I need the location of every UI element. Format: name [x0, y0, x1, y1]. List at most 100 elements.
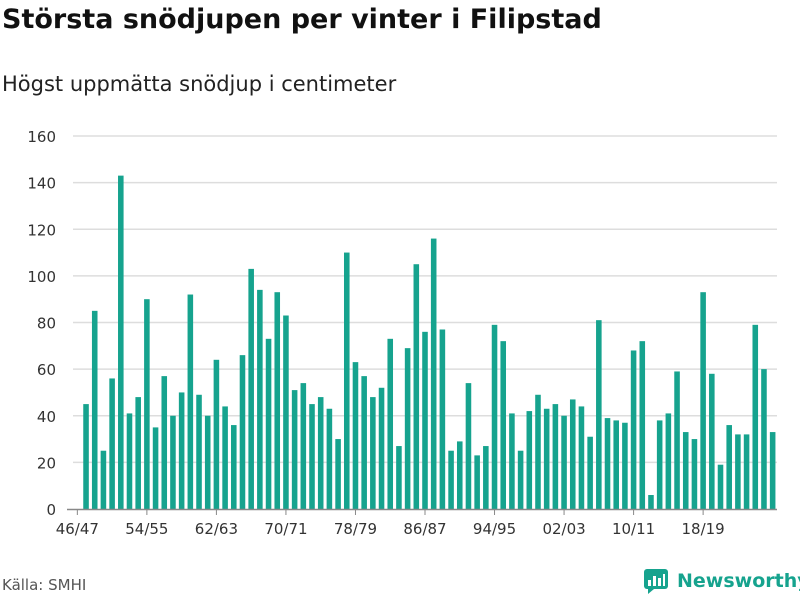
bar-67-68 — [257, 289, 263, 509]
x-tick-label: 70/71 — [264, 520, 307, 538]
bar-93-94 — [483, 446, 489, 509]
bar-99-00 — [535, 394, 541, 509]
bar-92-93 — [474, 455, 480, 509]
bar-87-88 — [430, 238, 437, 509]
newsworthy-logo: Newsworthy — [643, 568, 800, 594]
bar-02-03 — [561, 415, 567, 509]
bar-68-69 — [265, 338, 272, 509]
bar-51-52 — [118, 175, 124, 509]
bar-75-76 — [326, 408, 333, 509]
bar-00-01 — [543, 408, 550, 509]
bar-17-18 — [691, 439, 698, 509]
y-tick-label: 80 — [37, 315, 56, 333]
bar-47-48 — [83, 404, 89, 509]
bar-03-04 — [569, 399, 576, 509]
bar-83-84 — [396, 446, 402, 509]
x-tick-label: 86/87 — [403, 520, 446, 538]
bar-56-57 — [161, 376, 168, 509]
bar-24-25 — [752, 324, 759, 509]
y-tick-label: 140 — [27, 175, 56, 193]
bar-63-64 — [222, 406, 228, 509]
newsworthy-logo-icon — [644, 569, 668, 594]
bar-12-13 — [648, 495, 654, 509]
chart-title: Största snödjupen per vinter i Filipstad — [2, 4, 602, 35]
bar-52-53 — [126, 413, 133, 509]
bar-59-60 — [187, 294, 194, 509]
bar-19-20 — [709, 373, 715, 509]
bar-84-85 — [404, 348, 411, 509]
bar-86-87 — [422, 331, 428, 509]
x-tick-label: 78/79 — [334, 520, 377, 538]
bar-11-12 — [639, 341, 646, 509]
bar-09-10 — [622, 422, 628, 509]
y-axis-ticks: 0 20 40 60 80 100 120 140 160 — [27, 128, 56, 519]
x-tick-label: 46/47 — [56, 520, 99, 538]
x-tick-label: 18/19 — [682, 520, 725, 538]
bar-22-23 — [735, 434, 741, 509]
y-tick-label: 20 — [37, 454, 56, 472]
bar-08-09 — [613, 420, 619, 509]
bar-96-97 — [509, 413, 515, 509]
bar-53-54 — [135, 397, 141, 509]
bar-07-08 — [604, 418, 611, 509]
bar-79-80 — [361, 376, 367, 509]
x-tick-label: 10/11 — [612, 520, 655, 538]
bar-82-83 — [387, 338, 394, 509]
bar-61-62 — [204, 415, 211, 509]
bar-89-90 — [448, 450, 454, 509]
brand-name: Newsworthy — [677, 570, 800, 592]
bar-15-16 — [674, 371, 680, 509]
x-tick-label: 62/63 — [195, 520, 238, 538]
bar-06-07 — [596, 320, 602, 509]
bar-58-59 — [178, 392, 185, 509]
y-tick-label: 120 — [27, 221, 56, 239]
bar-05-06 — [587, 436, 593, 509]
bar-95-96 — [500, 341, 507, 509]
y-tick-label: 160 — [27, 128, 56, 146]
chart-subtitle: Högst uppmätta snödjup i centimeter — [2, 72, 397, 96]
bar-01-02 — [552, 404, 559, 509]
bar-49-50 — [100, 450, 107, 509]
x-axis-ticks: 46/47 54/55 62/63 70/71 78/79 86/87 94/95 02/03… — [56, 509, 725, 538]
bar-80-81 — [370, 397, 376, 509]
bar-88-89 — [439, 329, 446, 509]
bar-69-70 — [274, 292, 281, 509]
bar-18-19 — [700, 292, 706, 509]
bar-73-74 — [309, 404, 315, 509]
bar-48-49 — [91, 310, 98, 509]
bar-04-05 — [578, 406, 585, 509]
bar-78-79 — [352, 362, 359, 509]
bar-14-15 — [665, 413, 672, 509]
bar-66-67 — [248, 268, 254, 509]
bar-21-22 — [726, 425, 732, 509]
bar-64-65 — [231, 425, 237, 509]
bar-97-98 — [517, 450, 524, 509]
bar-98-99 — [526, 411, 533, 509]
bar-54-55 — [144, 299, 150, 509]
x-tick-label: 54/55 — [125, 520, 168, 538]
bar-91-92 — [465, 383, 472, 509]
bar-60-61 — [196, 394, 202, 509]
bar-13-14 — [656, 420, 663, 509]
bar-71-72 — [291, 390, 298, 509]
bar-76-77 — [335, 439, 341, 509]
y-tick-label: 0 — [46, 501, 56, 519]
bar-90-91 — [456, 441, 463, 509]
x-tick-label: 94/95 — [473, 520, 516, 538]
bar-23-24 — [743, 434, 750, 509]
bar-20-21 — [717, 464, 724, 509]
bar-65-66 — [239, 355, 246, 509]
y-tick-label: 100 — [27, 268, 56, 286]
x-tick-label: 02/03 — [542, 520, 585, 538]
source-note: Källa: SMHI — [2, 576, 87, 594]
bar-62-63 — [213, 359, 220, 509]
bars — [83, 175, 776, 509]
bar-77-78 — [343, 252, 350, 509]
bar-94-95 — [491, 324, 498, 509]
bar-81-82 — [378, 387, 385, 509]
bar-26-27 — [769, 432, 776, 509]
bar-25-26 — [761, 369, 767, 509]
bar-55-56 — [152, 427, 159, 509]
y-tick-label: 40 — [37, 408, 56, 426]
